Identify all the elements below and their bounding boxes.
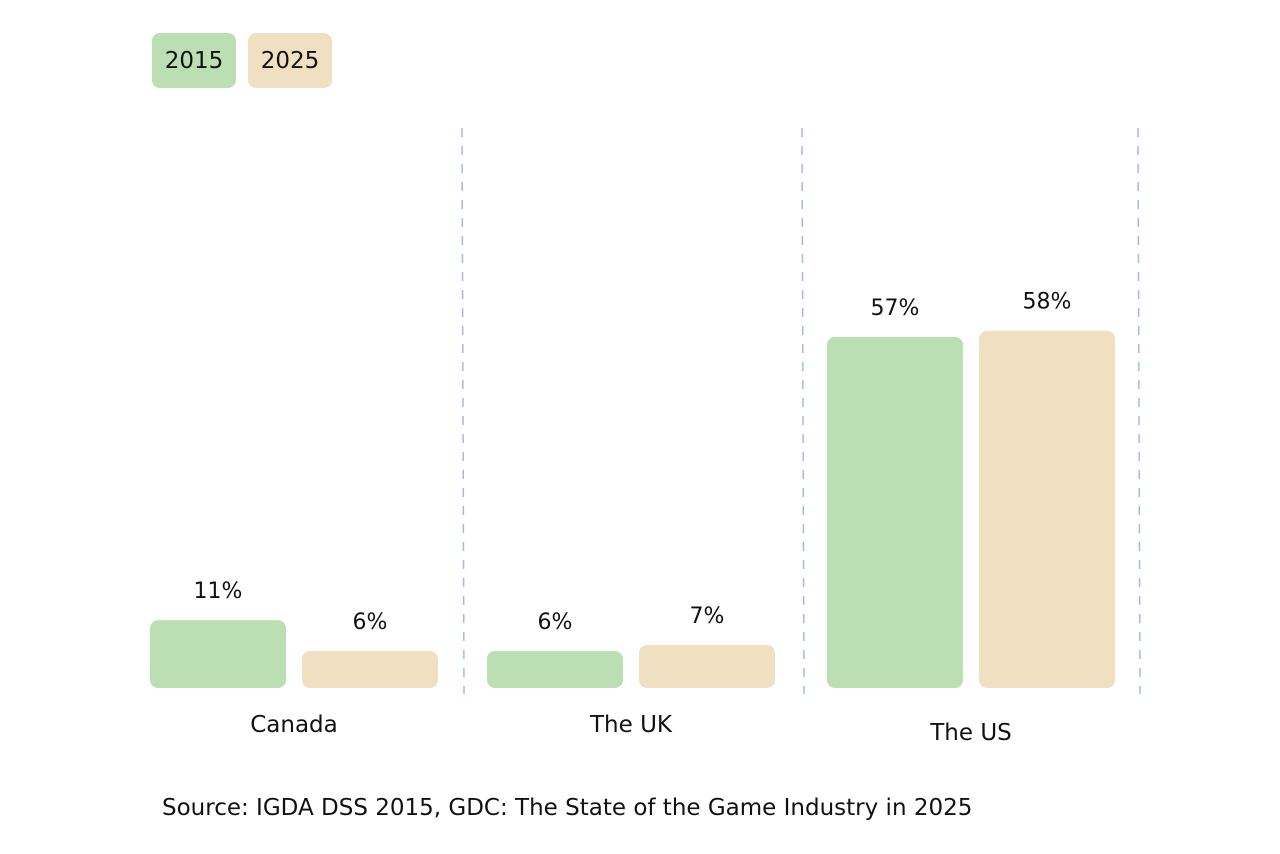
value-label-canada-2015: 11% <box>194 579 243 604</box>
value-label-canada-2025: 6% <box>353 610 388 635</box>
bar-the-us-2015 <box>827 336 963 688</box>
source-note: Source: IGDA DSS 2015, GDC: The State of… <box>162 795 973 821</box>
value-label-the-uk-2015: 6% <box>538 610 573 635</box>
legend-item-2025: 2025 <box>248 33 332 88</box>
bar-the-uk-2025 <box>639 644 775 688</box>
group-separator-2 <box>801 127 805 695</box>
category-label-the-us: The US <box>929 720 1012 746</box>
legend-label-2025: 2025 <box>260 47 320 74</box>
bar-canada-2025 <box>302 651 438 688</box>
value-label-the-uk-2025: 7% <box>690 604 725 629</box>
bar-canada-2015 <box>150 620 286 688</box>
category-label-the-uk: The UK <box>589 712 673 738</box>
bar-the-uk-2015 <box>487 651 623 688</box>
value-label-the-us-2015: 57% <box>871 296 920 321</box>
group-separator-1 <box>461 127 465 695</box>
group-separator-3 <box>1137 127 1141 695</box>
category-label-canada: Canada <box>250 712 338 738</box>
legend-label-2015: 2015 <box>164 47 224 74</box>
legend: 2015 2025 <box>152 33 332 88</box>
legend-item-2015: 2015 <box>152 33 236 88</box>
bar-the-us-2025 <box>979 330 1115 688</box>
value-label-the-us-2025: 58% <box>1023 290 1072 315</box>
